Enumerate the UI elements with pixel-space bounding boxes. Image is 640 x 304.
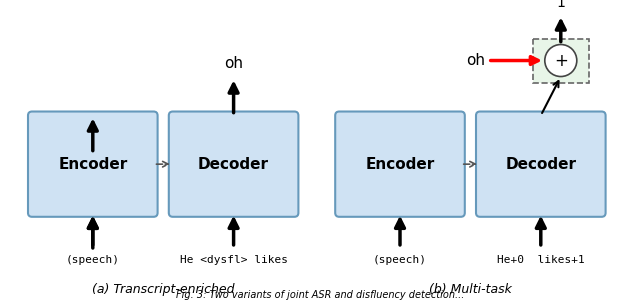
Text: He+0  likes+1: He+0 likes+1 bbox=[497, 255, 585, 265]
Text: Fig. 3: Two variants of joint ASR and disfluency detection...: Fig. 3: Two variants of joint ASR and di… bbox=[176, 290, 464, 300]
Text: Decoder: Decoder bbox=[506, 157, 576, 172]
Text: Decoder: Decoder bbox=[198, 157, 269, 172]
Text: 1: 1 bbox=[556, 0, 565, 9]
Text: (speech): (speech) bbox=[373, 255, 427, 265]
Text: (b) Multi-task: (b) Multi-task bbox=[429, 283, 512, 296]
FancyBboxPatch shape bbox=[169, 112, 298, 217]
Text: oh: oh bbox=[224, 56, 243, 71]
Bar bbox=[532, 39, 589, 82]
FancyBboxPatch shape bbox=[28, 112, 157, 217]
Text: oh: oh bbox=[466, 53, 485, 68]
FancyBboxPatch shape bbox=[476, 112, 605, 217]
Text: Encoder: Encoder bbox=[365, 157, 435, 172]
Text: (a) Transcript-enriched: (a) Transcript-enriched bbox=[92, 283, 234, 296]
FancyBboxPatch shape bbox=[335, 112, 465, 217]
Text: He <dysfl> likes: He <dysfl> likes bbox=[180, 255, 287, 265]
Text: +: + bbox=[554, 51, 568, 70]
Text: (speech): (speech) bbox=[66, 255, 120, 265]
Ellipse shape bbox=[545, 44, 577, 77]
Text: Encoder: Encoder bbox=[58, 157, 127, 172]
